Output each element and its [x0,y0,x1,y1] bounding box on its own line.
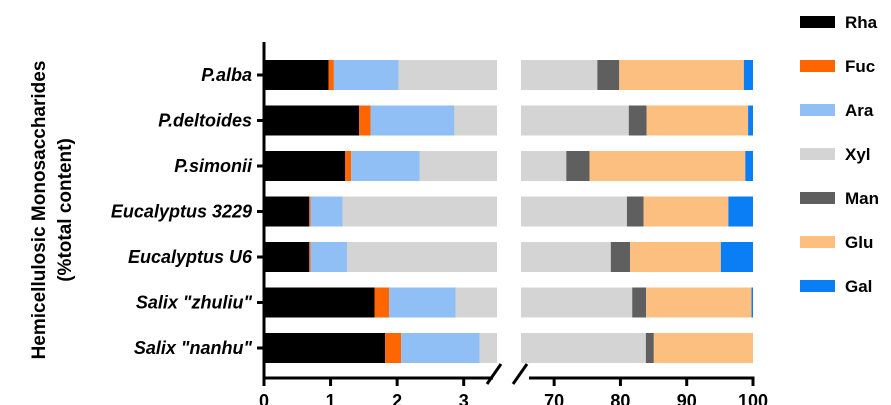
legend-label-ara: Ara [845,101,874,120]
legend-label-rha: Rha [845,13,878,32]
bar-p-deltoides-ara [370,105,455,136]
bar-salix-nanhu-fuc [385,333,402,363]
legend-swatch-gal [800,280,835,292]
bar-eucalyptus-3229-xyl-right [521,196,627,227]
bar-p-simonii-rha [264,151,346,181]
bar-eucalyptus-u6-ara [310,242,348,272]
bar-salix-zhuliu-xyl-right [521,287,633,318]
bar-eucalyptus-u6-gal-right [720,242,753,272]
bar-salix-nanhu-man-right [645,333,654,363]
bar-p-alba-xyl-right [521,60,598,90]
y-axis-title-line-1: Hemicellulosic Monosaccharides [29,61,50,360]
x-tick-label-90: 90 [677,391,697,405]
x-tick-label-1: 1 [326,391,336,405]
bar-p-alba-fuc [328,60,334,90]
bar-eucalyptus-u6-xyl-right [521,242,611,272]
bar-salix-nanhu-ara [401,333,480,363]
legend-swatch-fuc [800,60,835,72]
category-labels: P.alba P.deltoides P.simonii Eucalyptus 322… [111,65,264,358]
x-tick-label-3: 3 [459,391,469,405]
bar-p-alba-rha [264,60,329,90]
x-tick-label-70: 70 [544,391,564,405]
bar-eucalyptus-u6-man-right [610,242,631,272]
bar-salix-zhuliu-rha [264,287,375,318]
legend: Rha Fuc Ara Xyl Man Glu Gal [800,13,879,296]
bar-salix-nanhu-glu-right [653,333,753,363]
bar-p-alba-man-right [597,60,620,90]
x-tick-label-100: 100 [738,391,768,405]
bar-salix-zhuliu-glu-right [646,287,752,318]
legend-swatch-xyl [800,148,835,160]
bar-eucalyptus-3229-glu-right [643,196,729,227]
y-axis-title-line-2: (%total content) [55,138,76,282]
bar-p-simonii-ara [351,151,420,181]
bar-salix-zhuliu-fuc [374,287,390,318]
bar-p-deltoides-man-right [628,105,647,136]
category-label-salix-nanhu: Salix "nanhu" [134,338,253,358]
bar-p-deltoides-fuc [359,105,371,136]
legend-label-fuc: Fuc [845,57,875,76]
category-label-salix-zhuliu: Salix "zhuliu" [136,293,253,313]
bars [264,60,753,363]
bar-eucalyptus-u6-fuc [309,242,311,272]
legend-swatch-glu [800,236,835,248]
category-label-p-simonii: P.simonii [174,156,253,176]
x-axis-ticks: 0 1 2 3 70 80 90 100 [259,378,768,405]
bar-p-alba-glu-right [619,60,744,90]
bar-salix-zhuliu-ara [389,287,456,318]
legend-label-man: Man [845,189,879,208]
bar-p-alba-xyl [398,60,497,90]
legend-label-gal: Gal [845,277,872,296]
bar-p-simonii-xyl [419,151,497,181]
bar-eucalyptus-u6-rha [264,242,310,272]
bar-salix-nanhu-xyl [479,333,497,363]
bar-p-deltoides-gal-right [748,105,753,136]
legend-swatch-ara [800,104,835,116]
bar-p-deltoides-xyl [454,105,497,136]
bar-p-alba-gal-right [743,60,753,90]
bar-salix-zhuliu-xyl [455,287,497,318]
bar-p-simonii-xyl-right [521,151,567,181]
legend-swatch-man [800,192,835,204]
bar-eucalyptus-3229-man-right [626,196,644,227]
bar-p-deltoides-glu-right [646,105,749,136]
bar-eucalyptus-3229-rha [264,196,310,227]
bar-salix-zhuliu-gal-right [751,287,753,318]
bar-p-simonii-gal-right [745,151,753,181]
bar-salix-nanhu-rha [264,333,386,363]
bar-p-simonii-man-right [566,151,590,181]
category-label-eucalyptus-u6: Eucalyptus U6 [128,247,253,267]
bar-p-simonii-fuc [345,151,352,181]
category-label-eucalyptus-3229: Eucalyptus 3229 [111,202,252,222]
x-tick-label-2: 2 [392,391,402,405]
bar-eucalyptus-3229-gal-right [728,196,753,227]
bar-eucalyptus-3229-fuc [309,196,311,227]
category-label-p-alba: P.alba [201,65,252,85]
bar-eucalyptus-u6-xyl [347,242,497,272]
bar-eucalyptus-3229-ara [310,196,343,227]
bar-p-deltoides-rha [264,105,360,136]
bar-salix-zhuliu-man-right [632,287,647,318]
legend-swatch-rha [800,16,835,28]
bar-eucalyptus-u6-glu-right [630,242,721,272]
x-tick-label-80: 80 [610,391,630,405]
bar-p-deltoides-xyl-right [521,105,629,136]
y-axis-title: Hemicellulosic Monosaccharides (%total co… [29,61,76,360]
axis-break-mark-right [511,363,529,385]
bar-p-alba-ara [333,60,399,90]
bar-salix-nanhu-xyl-right [521,333,646,363]
x-tick-label-0: 0 [259,391,269,405]
bar-eucalyptus-3229-xyl [342,196,497,227]
legend-label-glu: Glu [845,233,873,252]
bar-p-simonii-glu-right [589,151,746,181]
legend-label-xyl: Xyl [845,145,871,164]
axis-break-mark-left [485,363,503,385]
category-label-p-deltoides: P.deltoides [158,111,252,131]
